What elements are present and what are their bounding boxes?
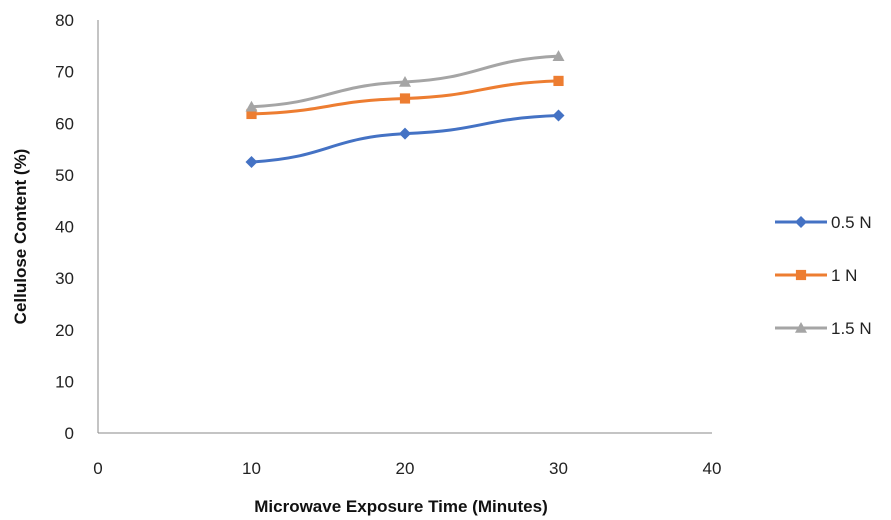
- y-tick-label: 80: [55, 11, 74, 30]
- legend-item: 1 N: [775, 266, 857, 285]
- x-axis-title: Microwave Exposure Time (Minutes): [254, 497, 547, 516]
- y-tick-label: 60: [55, 114, 74, 133]
- series-1-5-n: [245, 50, 565, 112]
- legend-marker: [795, 322, 807, 333]
- data-point: [245, 155, 258, 168]
- data-point: [245, 100, 258, 112]
- x-tick-label: 20: [396, 459, 415, 478]
- legend-label: 1 N: [831, 266, 857, 285]
- legend-item: 0.5 N: [775, 213, 872, 232]
- y-tick-label: 40: [55, 218, 74, 237]
- data-point: [399, 75, 411, 87]
- y-tick-label: 20: [55, 321, 74, 340]
- x-tick-label: 0: [93, 459, 102, 478]
- legend-marker: [795, 216, 807, 228]
- series-1-n: [246, 75, 564, 120]
- legend-marker: [795, 269, 807, 281]
- y-tick-label: 10: [55, 372, 74, 391]
- legend: 0.5 N 1 N 1.5 N: [775, 213, 872, 338]
- x-tick-label: 10: [242, 459, 261, 478]
- data-point: [552, 109, 565, 122]
- x-tick-labels: 0 10 20 30 40: [93, 459, 721, 478]
- y-tick-labels: 0 10 20 30 40 50 60 70 80: [55, 11, 74, 443]
- x-tick-label: 30: [549, 459, 568, 478]
- legend-label: 0.5 N: [831, 213, 872, 232]
- legend-label: 1.5 N: [831, 319, 872, 338]
- series-0-5-n: [245, 109, 565, 168]
- data-point: [246, 108, 257, 120]
- y-tick-label: 70: [55, 63, 74, 82]
- data-point: [399, 127, 411, 140]
- data-point: [399, 93, 411, 104]
- series-layer: [245, 50, 565, 168]
- data-point: [552, 50, 565, 61]
- y-axis-title: Cellulose Content (%): [11, 149, 30, 325]
- y-tick-label: 30: [55, 269, 74, 288]
- data-point: [553, 75, 564, 87]
- axes: [97, 20, 712, 434]
- y-tick-label: 50: [55, 166, 74, 185]
- legend-item: 1.5 N: [775, 319, 872, 338]
- y-tick-label: 0: [65, 424, 74, 443]
- x-tick-label: 40: [703, 459, 722, 478]
